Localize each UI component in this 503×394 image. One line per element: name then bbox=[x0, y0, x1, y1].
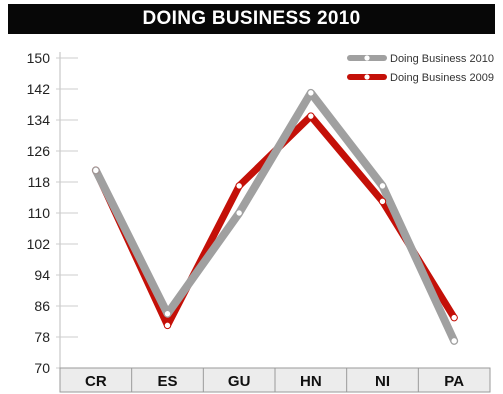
data-point bbox=[450, 337, 458, 345]
y-tick-label: 150 bbox=[27, 50, 51, 66]
data-point bbox=[450, 313, 458, 322]
data-point bbox=[163, 321, 172, 330]
data-point bbox=[307, 112, 315, 120]
title-bar: DOING BUSINESS 2010 bbox=[8, 4, 495, 34]
y-tick-label: 94 bbox=[34, 267, 50, 283]
legend: Doing Business 2010 Doing Business 2009 bbox=[347, 53, 494, 84]
y-tick-label: 118 bbox=[28, 174, 51, 190]
y-tick-label: 142 bbox=[27, 81, 51, 97]
x-tick-label: PA bbox=[444, 373, 464, 390]
x-tick-label: HN bbox=[300, 373, 322, 390]
x-tick-label: CR bbox=[85, 373, 107, 390]
data-point bbox=[235, 209, 243, 217]
legend-label: Doing Business 2009 bbox=[390, 72, 494, 84]
legend-marker bbox=[364, 74, 370, 80]
y-tick-label: 102 bbox=[27, 236, 51, 252]
legend-marker bbox=[364, 55, 370, 61]
y-tick-label: 126 bbox=[27, 143, 51, 159]
y-tick-label: 134 bbox=[27, 112, 51, 128]
data-point bbox=[163, 310, 172, 318]
axes: 70 78 86 94 102 110 118 126 134 142 150 CR ES GU HN NI P… bbox=[27, 50, 491, 393]
x-tick-label: ES bbox=[157, 373, 177, 390]
data-point bbox=[92, 166, 100, 175]
x-tick-label: NI bbox=[375, 373, 390, 390]
series-lines bbox=[91, 88, 459, 345]
y-tick-label: 110 bbox=[28, 205, 51, 221]
data-point bbox=[307, 89, 315, 97]
legend-label: Doing Business 2010 bbox=[390, 53, 494, 65]
series-line bbox=[91, 88, 459, 345]
data-point bbox=[378, 182, 387, 190]
y-tick-label: 78 bbox=[34, 329, 50, 345]
data-point bbox=[235, 182, 243, 190]
chart-title: DOING BUSINESS 2010 bbox=[142, 8, 361, 29]
data-point bbox=[378, 197, 387, 206]
x-tick-label: GU bbox=[228, 373, 251, 390]
y-tick-label: 70 bbox=[34, 360, 50, 376]
y-tick-label: 86 bbox=[34, 298, 50, 314]
